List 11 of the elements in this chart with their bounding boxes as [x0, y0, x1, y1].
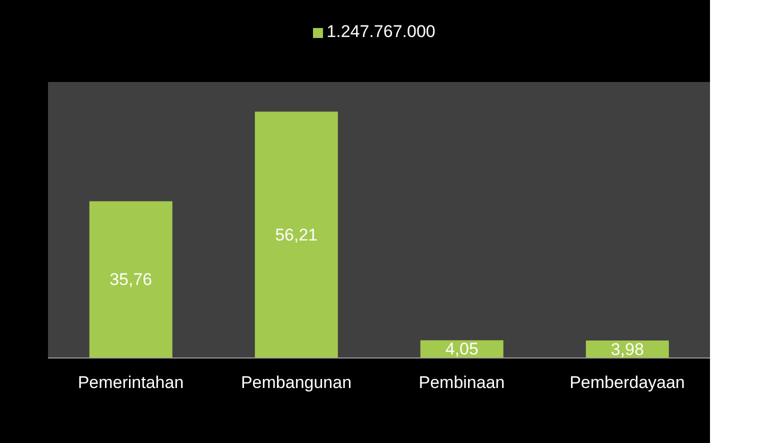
bar	[89, 201, 172, 358]
bar	[254, 112, 338, 358]
x-tick-label: Pembangunan	[240, 373, 352, 392]
x-tick-label: Pemerintahan	[78, 373, 184, 392]
data-label: 3,98	[610, 340, 644, 359]
data-label: 35,76	[110, 270, 152, 290]
x-tick-label: Pemberdayaan	[570, 373, 685, 392]
x-tick-label: Pembinaan	[418, 373, 505, 392]
data-label: 56,21	[275, 225, 318, 244]
legend-label: 1.247.767.000	[326, 22, 436, 41]
data-label: 4,05	[445, 340, 478, 359]
